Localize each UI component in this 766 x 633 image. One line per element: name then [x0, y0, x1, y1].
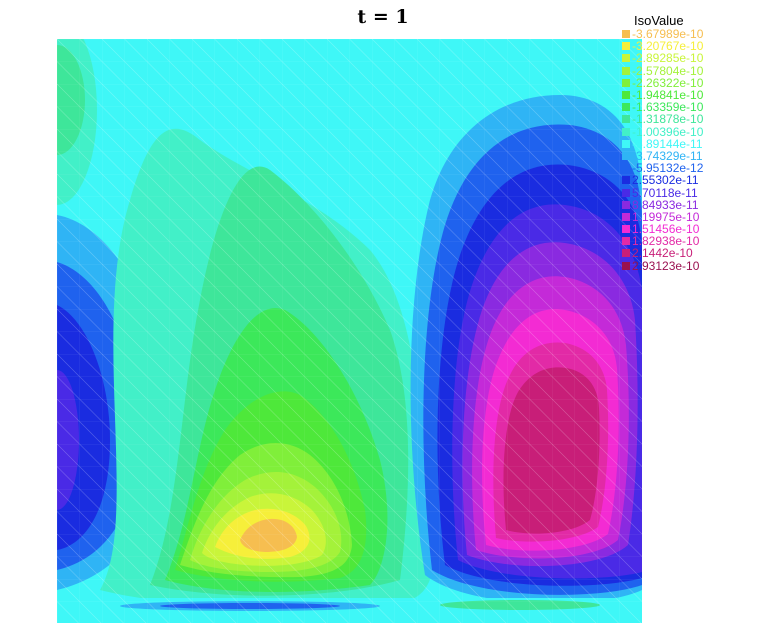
legend-label: -2.57804e-10: [632, 63, 704, 78]
legend-swatch: [622, 200, 630, 209]
legend-label: 8.84933e-11: [632, 197, 699, 212]
legend: IsoValue -3.67989e-10 -3.20767e-10 -2.8928…: [622, 14, 703, 272]
legend-label: -3.20767e-10: [632, 39, 704, 54]
legend-item: -2.26322e-10: [622, 77, 703, 89]
legend-swatch: [622, 30, 630, 39]
mesh-overlay: [57, 39, 642, 623]
legend-item: 1.19975e-10: [622, 211, 703, 223]
legend-label: 2.93123e-10: [632, 258, 700, 273]
legend-item: -1.31878e-10: [622, 113, 703, 125]
legend-swatch: [622, 164, 630, 173]
legend-swatch: [622, 115, 630, 124]
legend-swatch: [622, 261, 630, 270]
legend-label: -2.89285e-10: [632, 51, 704, 66]
legend-label: -2.26322e-10: [632, 75, 704, 90]
legend-item: -3.67989e-10: [622, 28, 703, 40]
legend-swatch: [622, 249, 630, 258]
legend-swatch: [622, 78, 630, 87]
legend-item: -2.57804e-10: [622, 65, 703, 77]
legend-label: -1.00396e-10: [632, 124, 704, 139]
legend-label: 2.1442e-10: [632, 246, 693, 261]
legend-label: 2.55302e-11: [632, 173, 699, 188]
legend-swatch: [622, 188, 630, 197]
legend-label: -6.89144e-11: [632, 136, 703, 151]
legend-swatch: [622, 139, 630, 148]
legend-label: 1.51456e-10: [632, 222, 700, 237]
legend-swatch: [622, 91, 630, 100]
legend-swatch: [622, 151, 630, 160]
legend-label: -5.95132e-12: [632, 161, 704, 176]
legend-item: 2.93123e-10: [622, 260, 703, 272]
legend-label: 1.82938e-10: [632, 234, 700, 249]
chart-title: t = 1: [357, 6, 409, 28]
legend-item: 8.84933e-11: [622, 199, 703, 211]
legend-item: -2.89285e-10: [622, 52, 703, 64]
legend-item: -6.89144e-11: [622, 138, 703, 150]
legend-swatch: [622, 237, 630, 246]
legend-label: -3.67989e-10: [632, 27, 704, 42]
legend-swatch: [622, 212, 630, 221]
legend-item: -1.00396e-10: [622, 126, 703, 138]
legend-item: 2.55302e-11: [622, 174, 703, 186]
legend-item: 5.70118e-11: [622, 185, 703, 200]
legend-swatch: [622, 54, 630, 63]
legend-item: -3.74329e-11: [622, 150, 703, 162]
legend-swatch: [622, 127, 630, 136]
legend-label: 5.70118e-11: [632, 185, 698, 200]
legend-swatch: [622, 103, 630, 112]
legend-swatch: [622, 42, 630, 51]
legend-swatch: [622, 176, 630, 185]
legend-item: -3.20767e-10: [622, 40, 703, 52]
legend-label: -1.63359e-10: [632, 100, 704, 115]
legend-label: -1.94841e-10: [632, 88, 704, 103]
legend-items: -3.67989e-10 -3.20767e-10 -2.89285e-10 -2.5…: [622, 28, 703, 272]
legend-item: 1.51456e-10: [622, 223, 703, 235]
legend-label: -3.74329e-11: [632, 148, 703, 163]
legend-item: 1.82938e-10: [622, 235, 703, 247]
legend-item: -1.94841e-10: [622, 89, 703, 101]
legend-swatch: [622, 225, 630, 234]
legend-swatch: [622, 66, 630, 75]
legend-label: 1.19975e-10: [632, 209, 700, 224]
legend-item: 2.1442e-10: [622, 247, 703, 259]
legend-title: IsoValue: [634, 13, 684, 28]
legend-item: -5.95132e-12: [622, 162, 703, 174]
legend-label: -1.31878e-10: [632, 112, 704, 127]
legend-item: -1.63359e-10: [622, 101, 703, 113]
